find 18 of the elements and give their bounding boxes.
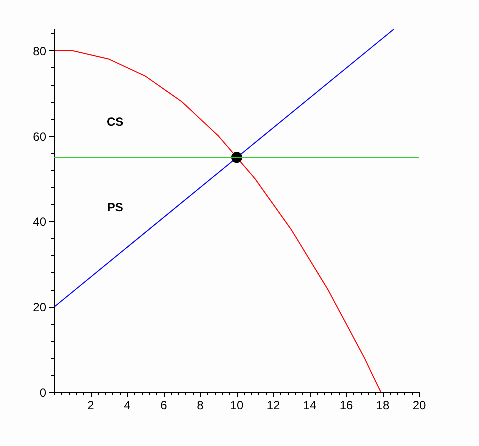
x-tick-label: 2 [88,398,95,412]
x-tick-label: 18 [376,398,390,412]
x-tick-label: 20 [412,398,426,412]
y-tick-label: 0 [40,386,47,400]
x-tick-label: 4 [124,398,132,412]
line-series [54,50,382,392]
y-tick-label: 80 [33,44,47,58]
x-tick-label: 14 [303,398,317,412]
x-tick-label: 12 [266,398,280,412]
x-tick-label: 8 [197,398,204,412]
x-tick-label: 16 [340,398,354,412]
x-tick-label: 10 [230,398,244,412]
x-tick-label: 6 [160,398,168,412]
annotation: CS [107,115,124,130]
y-tick-label: 20 [33,300,47,315]
annotation: PS [107,200,124,214]
y-tick-label: 40 [33,215,47,230]
y-tick-label: 60 [33,130,47,144]
